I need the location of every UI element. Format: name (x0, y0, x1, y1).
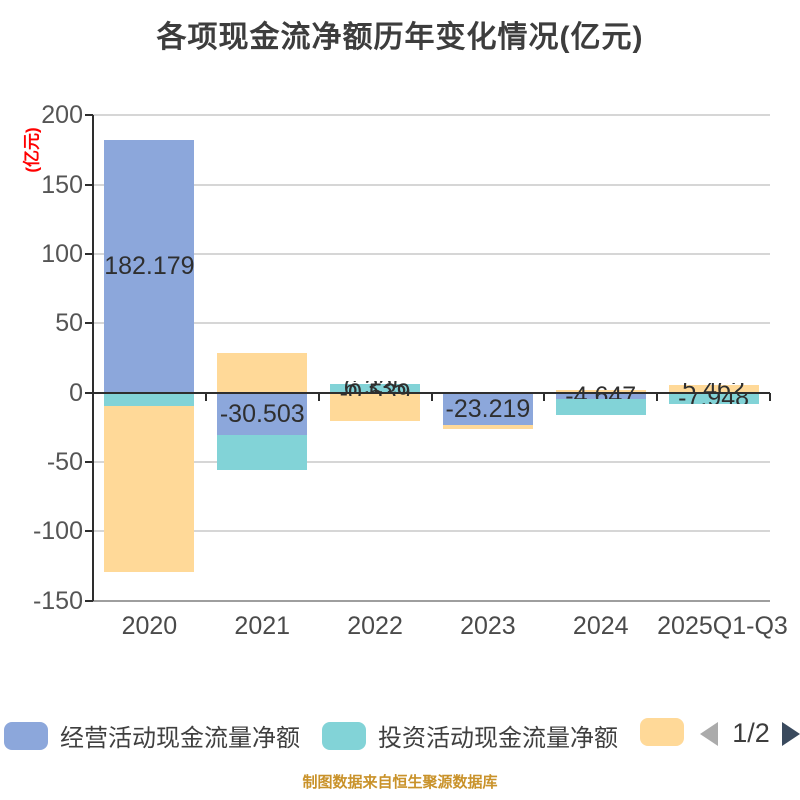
bar-segment-operating[interactable] (442, 392, 533, 425)
y-tick-label: 100 (41, 239, 83, 268)
y-tick-label: -100 (32, 517, 83, 546)
bar-value-label-clip: 6.335 (319, 381, 431, 393)
x-category-label: 2022 (347, 612, 403, 640)
y-tick (85, 183, 93, 186)
y-tick (85, 252, 93, 255)
bar-value-label-clip: -0.539 (319, 383, 431, 396)
x-axis-zero-line (93, 391, 770, 394)
y-tick-label: 150 (41, 170, 83, 199)
legend-prev-icon[interactable] (700, 722, 718, 746)
legend-label: 经营活动现金流量净额 (60, 725, 300, 752)
gridline (93, 252, 770, 255)
gridline (93, 322, 770, 325)
bar-segment-investing[interactable] (104, 392, 195, 406)
bar-value-label: -23.219 (445, 394, 531, 423)
y-tick (85, 114, 93, 117)
x-category-label: 2021 (234, 612, 291, 640)
y-tick (85, 322, 93, 325)
bar-segment-investing[interactable] (217, 435, 308, 471)
bar-value-label-clip: 5.462 (658, 383, 770, 393)
y-tick-label: 0 (69, 378, 83, 407)
y-axis-line (92, 115, 94, 601)
y-tick-label: -150 (32, 586, 83, 615)
y-axis-name: (亿元) (22, 127, 42, 173)
gridline (93, 183, 770, 186)
y-tick (85, 530, 93, 533)
bar-value-label: -0.539 (319, 383, 431, 396)
bar-segment-financing[interactable] (104, 405, 195, 572)
bar-value-label: 6.335 (319, 381, 431, 393)
legend-item-investing[interactable]: 投资活动现金流量净额 (322, 718, 618, 753)
bar-value-label: -7.948 (658, 393, 770, 404)
bar-segment-financing[interactable] (442, 424, 533, 429)
x-tick (543, 392, 546, 401)
gridline (93, 530, 770, 533)
y-tick (85, 461, 93, 464)
bar-value-label-clip: -4.647 (545, 380, 657, 399)
legend-item-operating[interactable]: 经营活动现金流量净额 (4, 718, 300, 753)
bar-value-label: -4.647 (565, 381, 637, 399)
x-category-label: 2023 (460, 612, 516, 640)
x-category-label: 2020 (121, 612, 178, 640)
legend: 经营活动现金流量净额 投资活动现金流量净额 (0, 718, 800, 753)
chart-title: 各项现金流净额历年变化情况(亿元) (156, 21, 644, 54)
bar-value-label: -30.503 (219, 399, 305, 428)
y-tick-label: 50 (55, 309, 83, 338)
x-tick (430, 392, 433, 401)
x-tick (769, 392, 771, 401)
legend-swatch-operating (4, 721, 48, 750)
y-tick-label: 200 (41, 101, 83, 130)
bar-segment-operating[interactable] (217, 392, 308, 436)
gridline (93, 599, 770, 602)
bar-segment-investing[interactable] (555, 399, 646, 416)
legend-swatch-investing (322, 721, 366, 750)
bar-value-label: 5.462 (658, 383, 770, 393)
legend-label: 投资活动现金流量净额 (378, 725, 618, 752)
x-category-label: 2024 (572, 612, 629, 640)
legend-item-financing[interactable] (640, 718, 684, 746)
x-category-label: 2025Q1-Q3 (657, 612, 788, 640)
legend-swatch-financing (640, 718, 684, 746)
bar-value-label-clip: -7.948 (658, 393, 770, 404)
bar-segment-financing[interactable] (330, 393, 421, 421)
bar-segment-financing[interactable] (217, 352, 308, 393)
footer-source-text: 制图数据来自恒生聚源数据库 (302, 774, 498, 791)
bar-segment-financing[interactable] (668, 385, 759, 393)
bar-value-label: 182.179 (104, 252, 195, 281)
x-tick (317, 392, 320, 401)
gridline (93, 461, 770, 464)
legend-next-icon[interactable] (782, 722, 800, 746)
y-tick (85, 391, 93, 394)
x-tick (204, 392, 207, 401)
bar-segment-financing[interactable] (555, 389, 646, 393)
bar-segment-investing[interactable] (330, 383, 421, 393)
x-tick (656, 392, 659, 401)
bar-segment-operating[interactable] (555, 392, 646, 400)
gridline (93, 114, 770, 117)
legend-page-indicator: 1/2 (732, 718, 770, 748)
y-tick (85, 599, 93, 602)
bar-segment-operating[interactable] (104, 139, 195, 393)
bar-segment-investing[interactable] (668, 392, 759, 404)
y-tick-label: -50 (46, 448, 83, 477)
